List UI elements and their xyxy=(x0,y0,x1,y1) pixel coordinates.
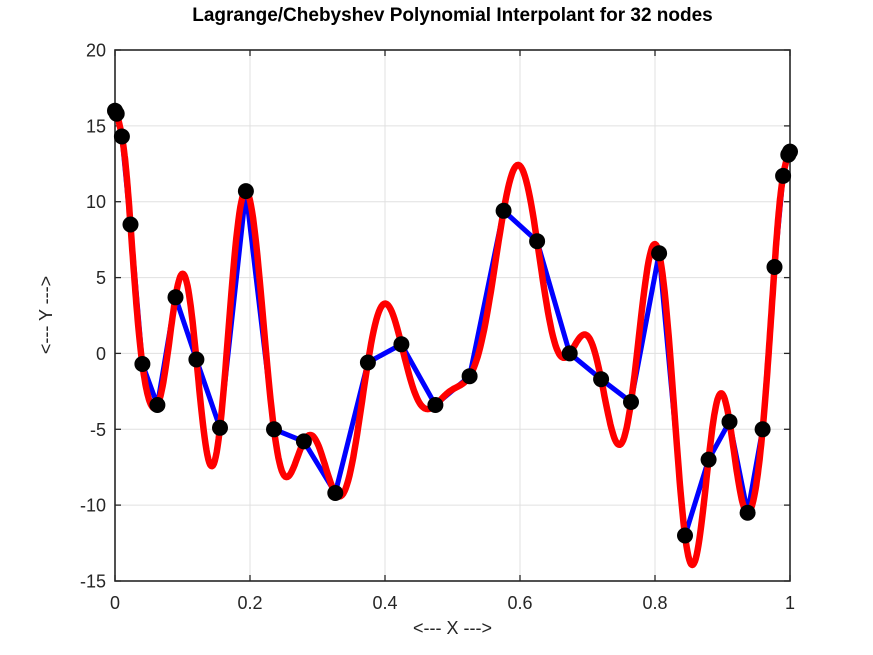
node-dot xyxy=(782,143,798,160)
node-dot xyxy=(529,233,546,250)
node-dot xyxy=(754,421,771,438)
node-dot xyxy=(677,527,693,544)
node-dot xyxy=(739,504,756,521)
chart-title: Lagrange/Chebyshev Polynomial Interpolan… xyxy=(192,5,713,26)
piecewise-linear-curve xyxy=(112,108,793,538)
x-tick-label: 0.6 xyxy=(507,593,532,613)
node-dot xyxy=(327,485,344,501)
x-tick-label: 0.2 xyxy=(237,593,262,613)
node-dot xyxy=(167,289,184,306)
node-dot xyxy=(134,356,151,372)
node-dot xyxy=(427,397,444,413)
plot-box xyxy=(114,49,791,582)
node-dot xyxy=(122,216,139,233)
y-tick-label: 15 xyxy=(86,116,106,136)
node-dot xyxy=(108,105,125,122)
node-dot xyxy=(266,421,282,438)
node-dot xyxy=(651,245,668,262)
y-tick-label: 10 xyxy=(86,192,106,212)
polynomial-interpolant-curve xyxy=(111,107,794,569)
y-tick-label: -10 xyxy=(80,496,106,516)
node-dot xyxy=(561,345,578,362)
node-dot xyxy=(593,371,610,388)
node-dot xyxy=(113,128,130,145)
y-tick-label: 0 xyxy=(96,344,106,364)
node-dot xyxy=(721,413,738,430)
node-dot xyxy=(359,354,376,371)
node-dot xyxy=(775,167,792,184)
node-dot xyxy=(212,419,228,436)
x-tick-label: 1 xyxy=(785,593,795,613)
node-dot xyxy=(495,202,512,219)
y-tick-label: -5 xyxy=(90,420,106,440)
node-dot xyxy=(766,259,783,275)
node-dot xyxy=(149,397,166,413)
node-dot xyxy=(700,451,717,468)
x-axis-label: <--- X ---> xyxy=(413,618,492,638)
x-tick-label: 0.4 xyxy=(372,593,397,613)
node-dot xyxy=(188,351,205,368)
node-dot xyxy=(461,368,478,385)
node-dot xyxy=(295,433,312,450)
x-tick-label: 0 xyxy=(110,593,120,613)
node-dot xyxy=(237,183,254,200)
y-tick-label: 5 xyxy=(96,268,106,288)
node-dot xyxy=(393,336,410,353)
y-tick-label: -15 xyxy=(80,572,106,592)
y-tick-label: 20 xyxy=(86,41,106,61)
y-axis-label: <--- Y ---> xyxy=(36,276,56,354)
node-dot xyxy=(623,394,639,410)
x-tick-label: 0.8 xyxy=(642,593,667,613)
